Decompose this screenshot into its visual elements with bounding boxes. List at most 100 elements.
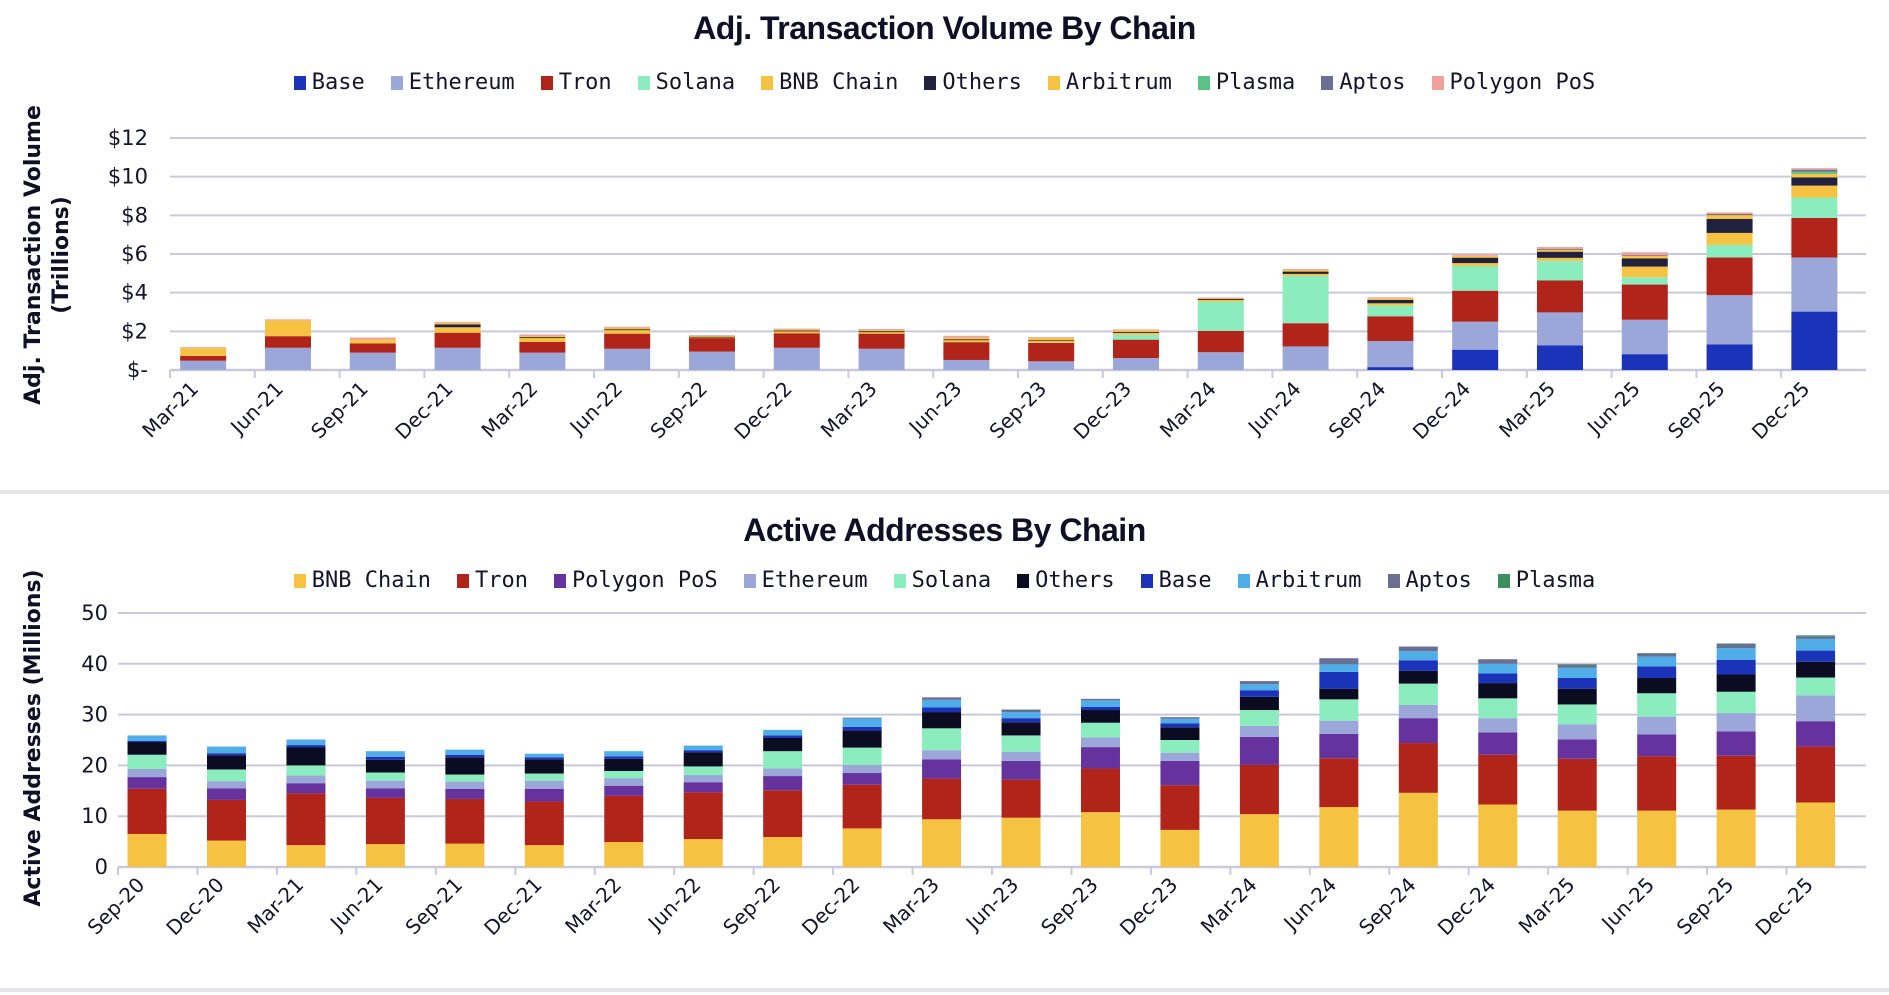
- x-tick-label: Sep-22: [718, 873, 785, 940]
- bar-segment-tron: [445, 798, 485, 844]
- bar-segment-arbitrum: [683, 745, 723, 751]
- bar-segment-bnb-chain: [1557, 810, 1597, 867]
- legend-label: Others: [1035, 568, 1115, 593]
- bar-segment-tron: [1239, 764, 1279, 815]
- legend-swatch: [293, 573, 306, 588]
- legend-label: Base: [311, 70, 365, 95]
- bar-stack-sep-23: [1028, 337, 1075, 370]
- legend-swatch: [1387, 573, 1400, 588]
- bar-segment-others: [206, 755, 246, 770]
- legend-item-others: Others: [1017, 568, 1115, 593]
- bar-segment-tron: [683, 792, 723, 840]
- bar-segment-polygon-pos: [1367, 297, 1414, 299]
- bar-segment-solana: [1706, 244, 1753, 258]
- bar-segment-polygon-pos: [1001, 760, 1041, 780]
- bar-segment-ethereum: [264, 347, 311, 370]
- legend-label: BNB Chain: [311, 568, 431, 593]
- bar-segment-arbitrum: [858, 329, 905, 332]
- x-tick-label: Dec-22: [729, 377, 796, 444]
- bar-segment-ethereum: [604, 778, 644, 786]
- addresses-chart-title: Active Addresses By Chain: [743, 512, 1146, 548]
- bar-segment-tron: [1398, 743, 1438, 793]
- bar-segment-ethereum: [763, 768, 803, 777]
- bar-segment-bnb-chain: [519, 338, 566, 342]
- legend-swatch: [293, 75, 306, 90]
- bar-segment-arbitrum: [773, 329, 820, 331]
- bar-segment-arbitrum: [943, 337, 990, 340]
- bar-segment-bnb-chain: [206, 840, 246, 867]
- bar-segment-solana: [763, 751, 803, 769]
- bar-segment-solana: [1319, 699, 1359, 721]
- bar-segment-polygon-pos: [604, 785, 644, 796]
- x-tick-label: Jun-21: [224, 377, 288, 441]
- bar-segment-others: [1319, 688, 1359, 700]
- bar-segment-base: [524, 757, 564, 760]
- bar-segment-bnb-chain: [524, 845, 564, 867]
- bar-segment-arbitrum: [524, 753, 564, 758]
- bar-segment-arbitrum: [604, 327, 651, 330]
- bar-segment-base: [1536, 345, 1583, 370]
- bar-segment-polygon-pos: [943, 335, 990, 338]
- legend-swatch: [893, 573, 906, 588]
- bar-segment-arbitrum: [445, 749, 485, 755]
- bar-segment-ethereum: [127, 768, 167, 778]
- bar-segment-solana: [1536, 260, 1583, 281]
- bar-segment-arbitrum: [206, 746, 246, 754]
- bar-segment-arbitrum: [1001, 712, 1041, 719]
- bar-segment-polygon-pos: [1080, 747, 1120, 769]
- bar-segment-others: [763, 737, 803, 752]
- bar-segment-ethereum: [842, 764, 882, 774]
- bar-segment-bnb-chain: [943, 340, 990, 343]
- bar-segment-ethereum: [1478, 718, 1518, 733]
- bar-segment-bnb-chain: [1112, 332, 1159, 335]
- bar-segment-base: [1796, 650, 1836, 662]
- legend-label: Others: [942, 70, 1022, 95]
- bar-segment-polygon-pos: [1478, 732, 1518, 755]
- bar-segment-arbitrum: [688, 335, 735, 337]
- x-tick-label: Mar-25: [1494, 377, 1560, 443]
- bar-segment-polygon-pos: [434, 321, 481, 323]
- bar-segment-arbitrum: [286, 739, 326, 746]
- bar-segment-tron: [1001, 779, 1041, 818]
- y-axis-subtitle: (Trillions): [49, 196, 74, 314]
- bar-segment-arbitrum: [1028, 337, 1075, 341]
- bar-segment-bnb-chain: [1791, 185, 1838, 198]
- legend-item-aptos: Aptos: [1387, 568, 1472, 593]
- bar-segment-polygon-pos: [858, 329, 905, 330]
- legend-label: Plasma: [1215, 70, 1296, 95]
- bar-segment-arbitrum: [1791, 173, 1838, 178]
- bar-segment-tron: [1637, 756, 1677, 811]
- bar-segment-others: [1028, 340, 1075, 342]
- legend-item-arbitrum: Arbitrum: [1047, 70, 1172, 95]
- legend-item-others: Others: [924, 70, 1022, 95]
- legend-swatch: [553, 573, 566, 588]
- bar-segment-others: [1716, 674, 1756, 692]
- bar-segment-ethereum: [1621, 319, 1668, 355]
- bar-segment-tron: [180, 355, 227, 361]
- bar-segment-solana: [286, 765, 326, 776]
- legend-item-bnb-chain: BNB Chain: [761, 70, 898, 95]
- bar-segment-bnb-chain: [1028, 340, 1075, 343]
- bar-stack-sep-24: [1398, 646, 1438, 867]
- x-tick-label: Dec-23: [1069, 377, 1136, 444]
- bar-segment-tron: [1621, 284, 1668, 320]
- legend-item-plasma: Plasma: [1497, 568, 1595, 593]
- bar-segment-tron: [519, 341, 566, 353]
- bar-segment-polygon-pos: [604, 326, 651, 328]
- y-tick-label: 30: [81, 703, 108, 727]
- bar-segment-bnb-chain: [604, 842, 644, 867]
- bar-segment-solana: [1367, 305, 1414, 317]
- bar-segment-base: [1621, 354, 1668, 370]
- legend-swatch: [540, 75, 553, 90]
- bar-segment-aptos: [1791, 169, 1838, 172]
- legend-label: Tron: [558, 70, 612, 95]
- bar-segment-others: [604, 329, 651, 331]
- bar-segment-base: [206, 753, 246, 756]
- bar-segment-base: [922, 707, 962, 713]
- bar-segment-tron: [773, 333, 820, 348]
- bar-segment-solana: [1239, 710, 1279, 726]
- x-tick-label: Mar-22: [477, 377, 543, 443]
- bar-segment-tron: [943, 342, 990, 360]
- legend-label: Arbitrum: [1255, 568, 1362, 593]
- bar-segment-base: [1706, 344, 1753, 370]
